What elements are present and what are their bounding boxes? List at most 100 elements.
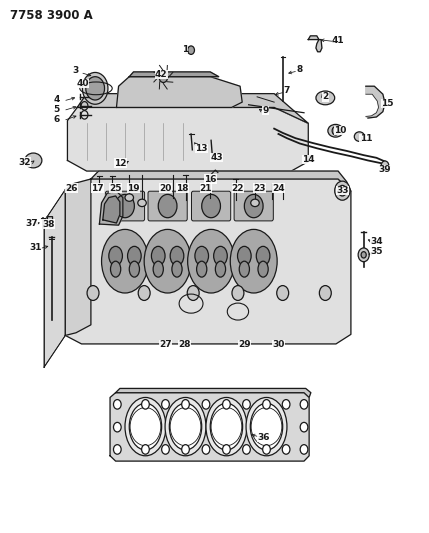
Ellipse shape bbox=[170, 246, 184, 265]
Text: 43: 43 bbox=[210, 154, 223, 163]
Circle shape bbox=[130, 408, 161, 446]
Text: 25: 25 bbox=[109, 183, 122, 192]
Ellipse shape bbox=[25, 153, 42, 168]
Text: 16: 16 bbox=[204, 174, 217, 183]
Circle shape bbox=[232, 286, 244, 301]
Text: 30: 30 bbox=[272, 341, 284, 350]
Text: 21: 21 bbox=[200, 183, 212, 192]
Polygon shape bbox=[65, 179, 351, 344]
Ellipse shape bbox=[238, 246, 251, 265]
Circle shape bbox=[300, 400, 308, 409]
Text: 31: 31 bbox=[29, 244, 42, 253]
Ellipse shape bbox=[258, 261, 268, 277]
Ellipse shape bbox=[127, 246, 141, 265]
Text: 29: 29 bbox=[238, 341, 251, 350]
Text: 23: 23 bbox=[253, 183, 266, 192]
Polygon shape bbox=[366, 86, 385, 118]
Circle shape bbox=[361, 252, 366, 258]
Text: 5: 5 bbox=[54, 104, 60, 114]
Circle shape bbox=[332, 126, 339, 135]
Polygon shape bbox=[116, 77, 242, 108]
Text: 18: 18 bbox=[176, 183, 189, 192]
Polygon shape bbox=[48, 216, 52, 227]
Text: 33: 33 bbox=[336, 186, 349, 195]
Text: 3: 3 bbox=[73, 66, 79, 75]
Circle shape bbox=[181, 400, 189, 409]
Text: 27: 27 bbox=[159, 341, 172, 350]
Circle shape bbox=[86, 77, 105, 100]
Circle shape bbox=[223, 400, 230, 409]
Ellipse shape bbox=[169, 403, 202, 450]
Circle shape bbox=[358, 248, 369, 262]
Ellipse shape bbox=[214, 246, 227, 265]
Ellipse shape bbox=[165, 398, 206, 456]
Circle shape bbox=[300, 422, 308, 432]
Circle shape bbox=[338, 185, 347, 196]
Ellipse shape bbox=[250, 403, 283, 450]
Text: 11: 11 bbox=[360, 134, 372, 143]
Text: 1: 1 bbox=[181, 45, 188, 54]
Ellipse shape bbox=[153, 261, 163, 277]
Polygon shape bbox=[103, 196, 120, 223]
Text: 28: 28 bbox=[178, 341, 191, 350]
Text: 12: 12 bbox=[115, 159, 127, 167]
Ellipse shape bbox=[251, 199, 259, 207]
Ellipse shape bbox=[316, 91, 335, 105]
Ellipse shape bbox=[354, 132, 365, 141]
Text: 39: 39 bbox=[379, 165, 391, 174]
Ellipse shape bbox=[102, 229, 148, 293]
Ellipse shape bbox=[151, 246, 165, 265]
Circle shape bbox=[187, 46, 194, 54]
Text: 41: 41 bbox=[332, 36, 344, 45]
Ellipse shape bbox=[111, 261, 121, 277]
Circle shape bbox=[300, 445, 308, 454]
Text: 15: 15 bbox=[381, 99, 393, 108]
Circle shape bbox=[187, 286, 199, 301]
Ellipse shape bbox=[195, 246, 208, 265]
Circle shape bbox=[158, 195, 177, 217]
Text: 40: 40 bbox=[76, 79, 89, 88]
Circle shape bbox=[251, 408, 282, 446]
Text: 7: 7 bbox=[284, 86, 290, 95]
Ellipse shape bbox=[125, 194, 133, 201]
Circle shape bbox=[170, 408, 201, 446]
Text: 8: 8 bbox=[296, 64, 303, 74]
Text: 32: 32 bbox=[18, 158, 31, 166]
Text: 2: 2 bbox=[322, 92, 329, 101]
Circle shape bbox=[138, 286, 150, 301]
Ellipse shape bbox=[230, 229, 277, 293]
Text: 4: 4 bbox=[54, 95, 60, 104]
Ellipse shape bbox=[328, 124, 343, 137]
Text: 36: 36 bbox=[257, 433, 270, 442]
Polygon shape bbox=[67, 108, 308, 171]
Circle shape bbox=[245, 195, 263, 217]
FancyBboxPatch shape bbox=[234, 191, 273, 221]
Circle shape bbox=[142, 445, 149, 454]
Polygon shape bbox=[65, 179, 91, 335]
Ellipse shape bbox=[187, 229, 235, 293]
Circle shape bbox=[87, 286, 99, 301]
Circle shape bbox=[277, 286, 289, 301]
Circle shape bbox=[335, 181, 350, 200]
Circle shape bbox=[82, 72, 108, 104]
Ellipse shape bbox=[138, 199, 146, 207]
Text: 34: 34 bbox=[370, 237, 383, 246]
Circle shape bbox=[202, 445, 210, 454]
Polygon shape bbox=[110, 393, 309, 461]
Circle shape bbox=[202, 400, 210, 409]
Ellipse shape bbox=[215, 261, 226, 277]
Circle shape bbox=[319, 286, 331, 301]
Circle shape bbox=[282, 400, 290, 409]
Circle shape bbox=[114, 400, 121, 409]
FancyBboxPatch shape bbox=[191, 191, 231, 221]
Circle shape bbox=[114, 445, 121, 454]
Circle shape bbox=[223, 445, 230, 454]
Circle shape bbox=[181, 445, 189, 454]
Circle shape bbox=[381, 161, 389, 171]
Circle shape bbox=[243, 400, 250, 409]
Polygon shape bbox=[77, 94, 308, 123]
Text: 10: 10 bbox=[334, 126, 347, 135]
Circle shape bbox=[282, 445, 290, 454]
Polygon shape bbox=[100, 191, 123, 225]
Ellipse shape bbox=[239, 261, 249, 277]
